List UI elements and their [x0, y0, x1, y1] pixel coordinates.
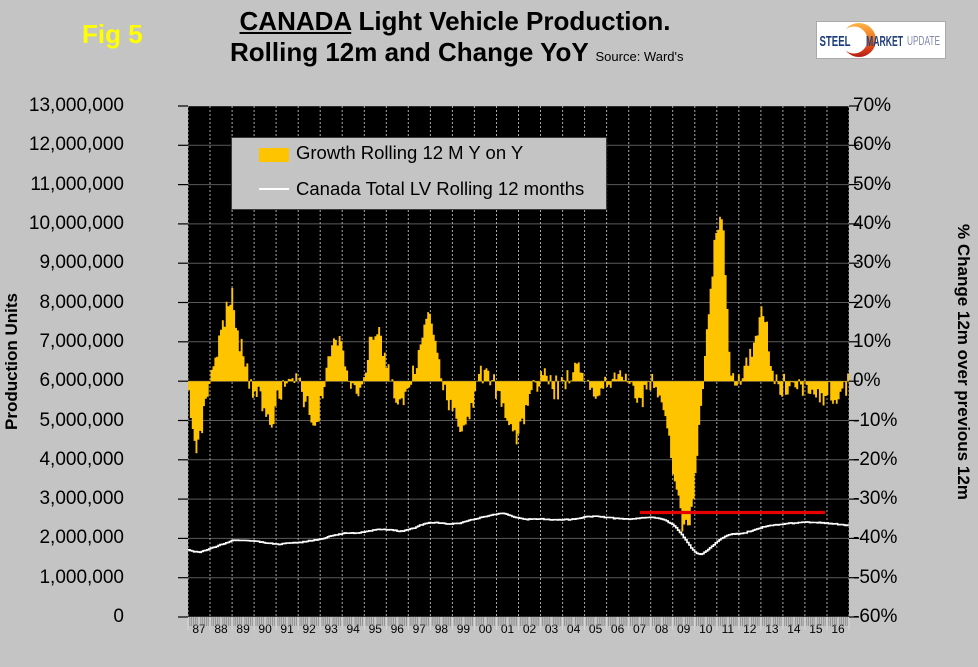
svg-text:MARKET: MARKET — [866, 34, 903, 50]
svg-text:STEEL: STEEL — [820, 34, 851, 50]
svg-text:UPDATE: UPDATE — [907, 33, 940, 48]
